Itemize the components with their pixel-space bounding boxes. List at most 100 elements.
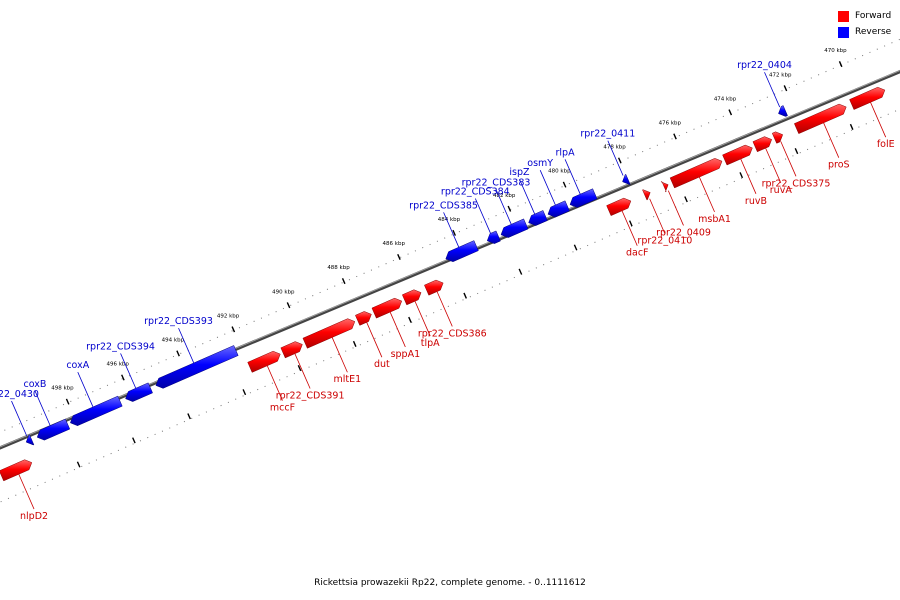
ruler-tick-lower [849,123,854,130]
ruler-tick-lower [297,365,302,372]
gene-mlte1 [302,318,356,349]
ruler-tick-lower [518,268,523,275]
leader-line [18,474,35,510]
gene-label: dacF [626,248,649,259]
gene-label: rpr22_CDS394 [86,341,155,352]
ruler-tick-lower [684,196,688,203]
ruler-tick-label: 492 kbp [217,313,240,319]
leader-line [366,322,383,358]
leader-line [607,140,624,176]
gene-label: rpr22_CDS391 [276,391,345,402]
gene-rpr22-0404 [778,105,788,117]
legend-item-forward: Forward [838,8,900,24]
gene-label: rpr22_0404 [737,60,792,71]
leader-line [621,210,638,246]
gene-coxa [70,395,123,426]
gene-track [0,86,886,482]
ruler-tick-major [341,278,346,285]
ruler-tick-label: 482 kbp [493,193,516,199]
ruler-tick-label: 494 kbp [162,337,185,343]
gene-mccf [247,350,281,373]
leader-line [34,390,51,426]
ruler-tick-major [121,374,125,381]
ruler-tick-major [562,181,567,188]
ruler-tick-lower [628,220,633,227]
leader-line [764,72,781,108]
gene-label: rpr22_0411 [580,129,635,140]
gene-nlpd2 [0,459,33,482]
figure-caption: Rickettsia prowazekii Rp22, complete gen… [314,578,586,588]
gene-label: rpr22_0410 [637,236,692,247]
gene-label: dut [374,359,390,370]
ruler-tick-major [673,133,677,140]
gene-label: coxB [24,379,47,390]
gene-rpr22-cds375 [771,131,784,144]
leader-line [649,198,666,234]
gene-label: rpr22_0409 [656,227,711,238]
leader-line [178,327,195,364]
gene-label: rpr22_CDS383 [462,177,531,188]
leader-line [266,365,283,401]
ruler-tick-major [728,109,733,116]
gene-dacf [606,197,632,216]
leader-line [77,371,94,408]
leader-line [11,400,28,437]
gene-label: mccF [270,403,295,414]
gene-label: osmY [527,158,553,169]
leader-line [495,189,512,225]
leader-line [740,158,757,194]
ruler-tick-label: 486 kbp [383,241,406,247]
gene-label: ispZ [509,167,530,178]
ruler-tick-label: 490 kbp [272,289,295,295]
ruler-tick-lower [408,316,412,323]
ruler-tick-label: 472 kbp [769,72,792,78]
ruler-tick-lower [187,413,191,420]
leader-line [667,190,684,226]
ruler-tick-label: 498 kbp [51,386,74,392]
leader-line [443,212,460,248]
ruler-line-upper [0,108,900,503]
ruler-tick-lower [242,389,247,396]
ruler-tick-major [617,157,622,164]
legend-item-reverse: Reverse [838,24,900,40]
gene-label: ruvA [770,185,793,196]
gene-rpr22-cds391 [280,341,303,359]
gene-rpr22-0430 [25,434,35,446]
ruler-tick-label: 488 kbp [327,265,350,271]
leader-line [870,102,887,138]
ruler-tick-lower [132,437,136,444]
gene-dut [355,311,372,326]
gene-label: folE [877,139,895,150]
ruler-tick-major [65,398,70,405]
ruler-tick-lower [794,148,799,155]
gene-label: rpr22_0430 [0,389,39,400]
ruler-tick-major [783,85,788,92]
gene-rpr22-cds383 [500,218,529,238]
ruler-tick-lower [739,172,744,179]
gene-ruva [752,136,773,153]
gene-rpr22-cds385 [445,240,479,263]
ruler-tick-lower [76,461,81,468]
gene-osmy [547,200,570,218]
leader-line [780,141,797,177]
ruler-tick-label: 474 kbp [714,96,737,102]
gene-sppa1 [371,297,403,319]
ruler-tick-lower [573,244,578,251]
gene-label: sppA1 [391,349,421,360]
ruler-tick-label: 480 kbp [548,169,571,175]
ruler-tick-lower [352,340,357,347]
leader-line [765,147,782,184]
forward-swatch [838,10,849,22]
ruler-tick-major [231,326,236,333]
ruler-tick-major [452,229,457,236]
ruler-tick-lower [463,292,468,299]
gene-rpr22-cds393 [155,345,239,389]
reverse-swatch [838,26,849,38]
gene-rpr22-0409 [660,181,669,193]
ruler-tick-label: 476 kbp [659,121,682,127]
gene-rpr22-cds394 [125,382,153,402]
gene-msba1 [669,158,723,189]
ruler-tick-label: 496 kbp [106,362,129,368]
